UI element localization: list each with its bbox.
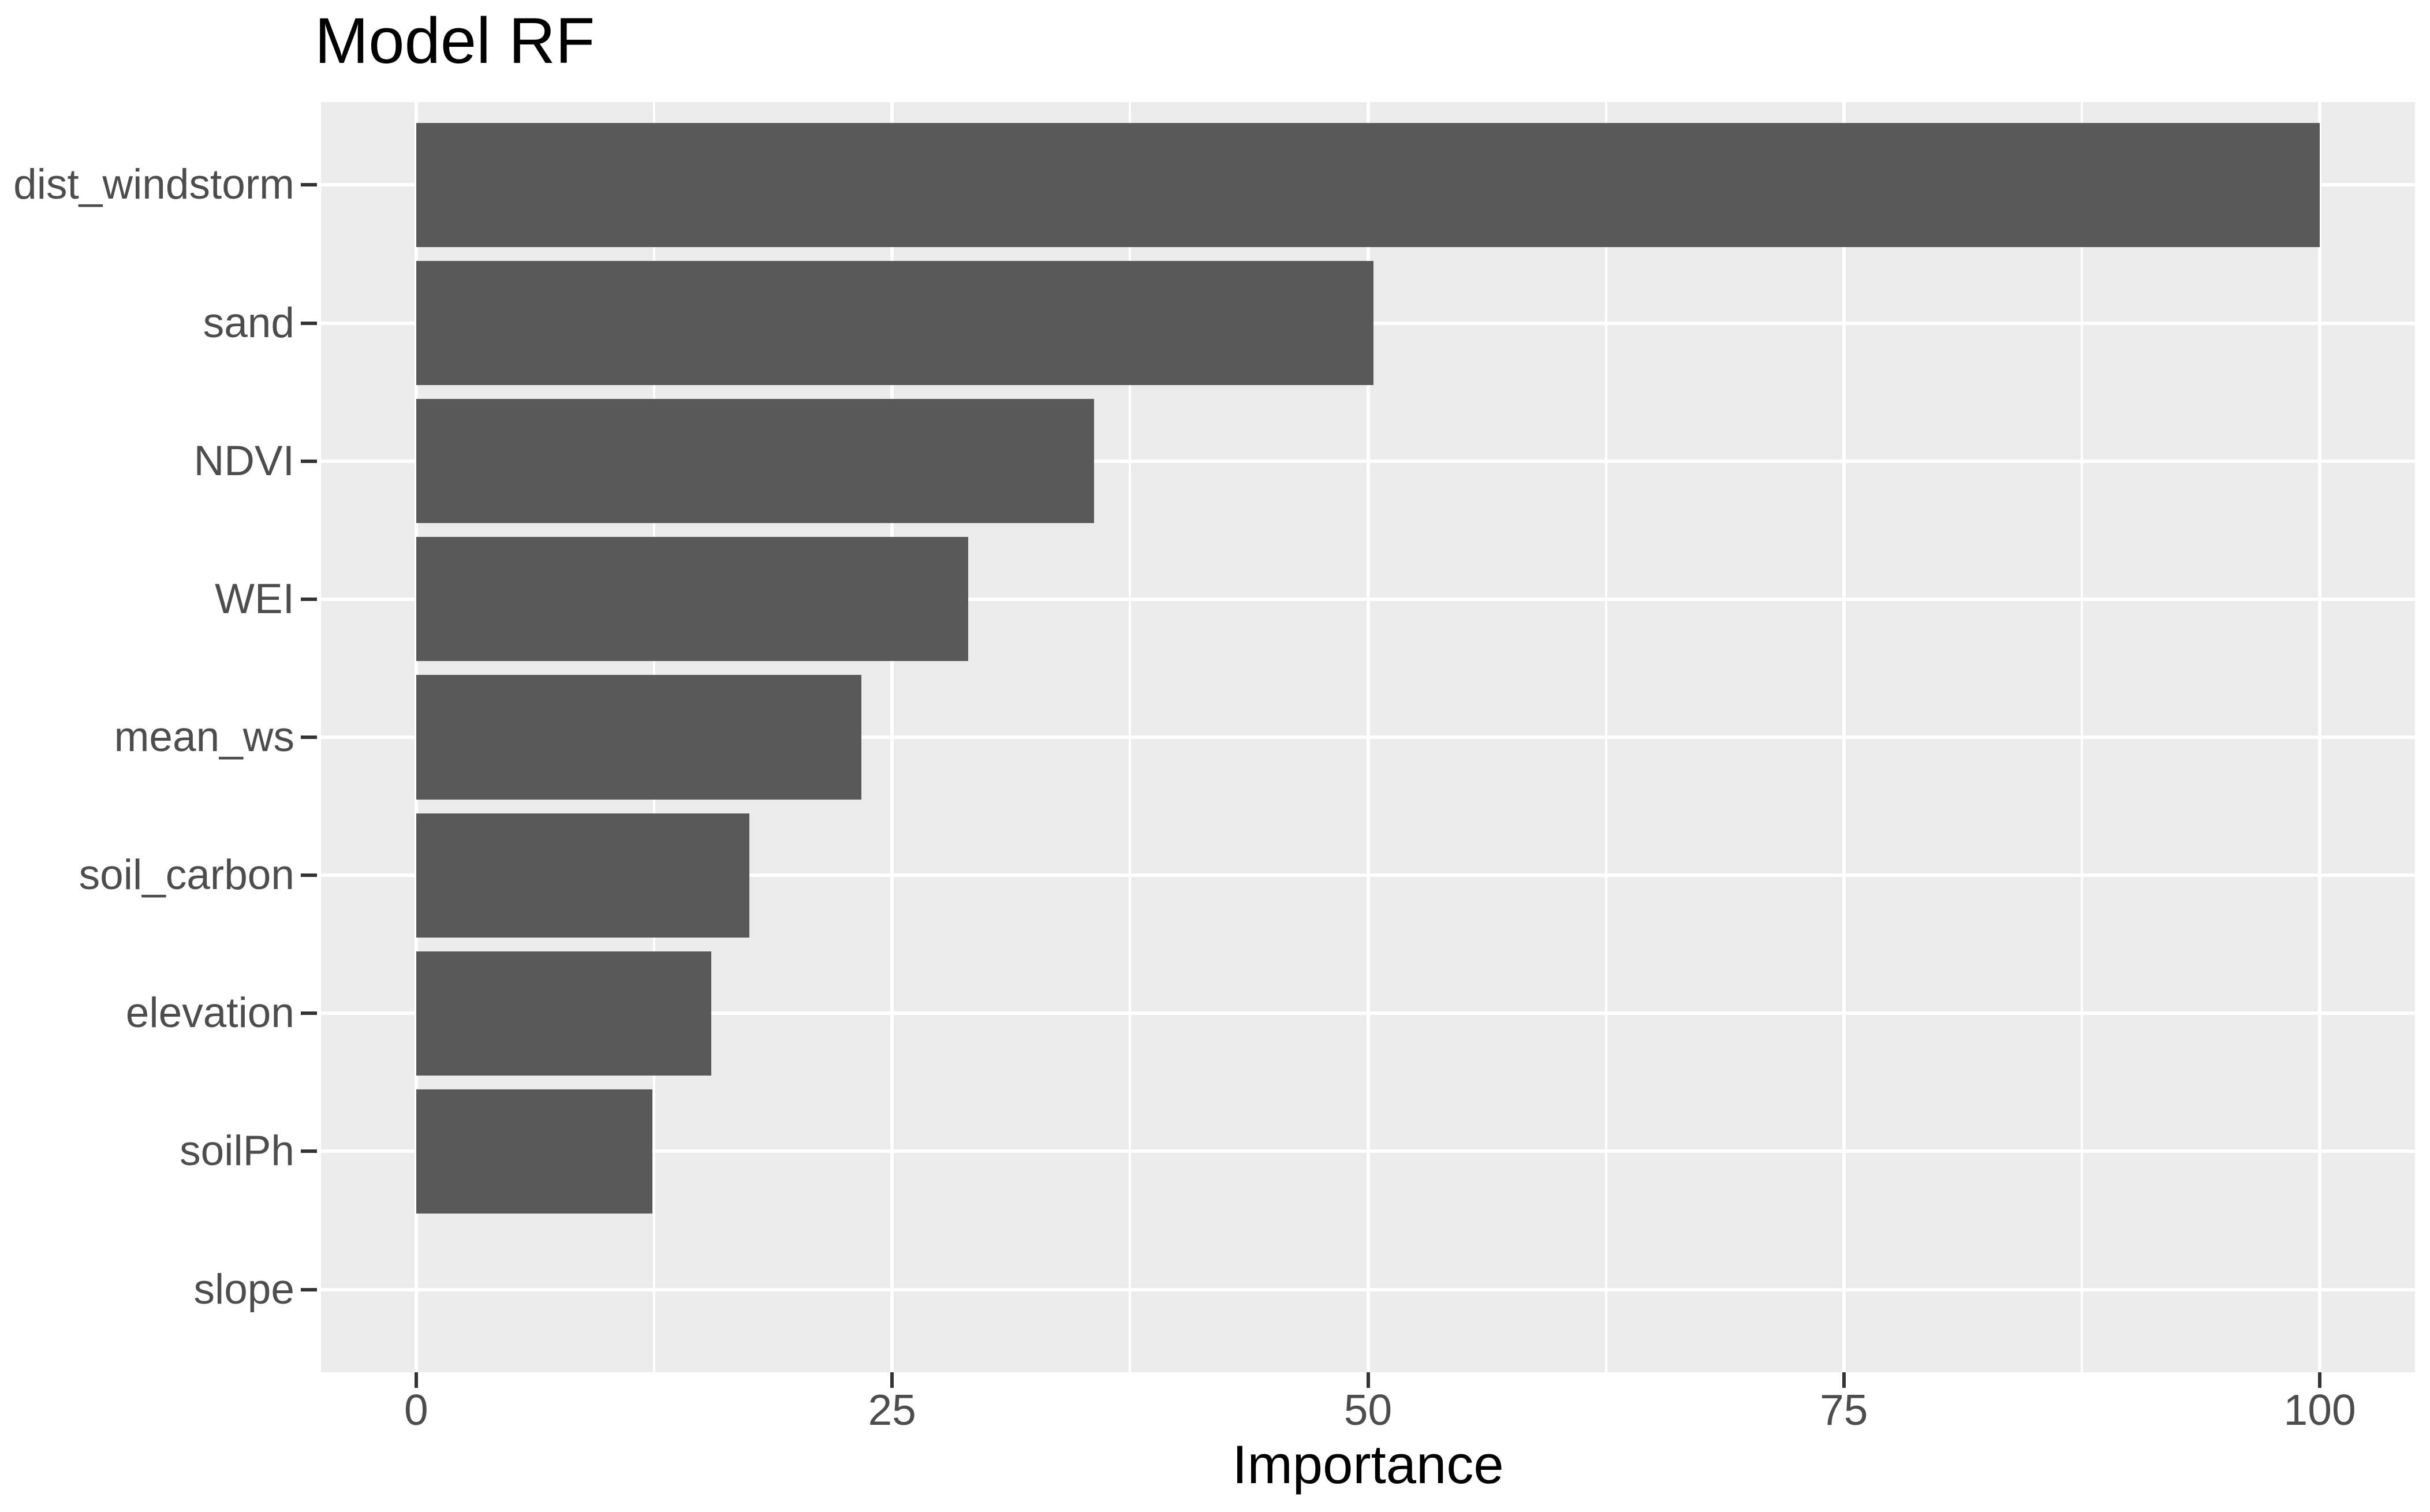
bar-dist_windstorm	[416, 122, 2320, 248]
x-axis-tick-75	[1842, 1372, 1846, 1388]
gridline-major-y-elevation	[321, 1011, 2415, 1016]
bar-NDVI	[416, 399, 1094, 524]
y-axis-tick-soil_carbon	[301, 873, 317, 878]
y-axis-tick-sand	[301, 321, 317, 325]
y-axis-label-elevation: elevation	[125, 990, 294, 1037]
y-axis-label-soil_carbon: soil_carbon	[79, 852, 294, 899]
y-axis-tick-dist_windstorm	[301, 183, 317, 187]
bar-soilPh	[416, 1089, 652, 1214]
x-axis-title: Importance	[1232, 1434, 1504, 1495]
x-axis-tick-label-100: 100	[2283, 1386, 2356, 1434]
bar-soil_carbon	[416, 813, 749, 938]
bar-mean_ws	[416, 675, 862, 800]
y-axis-label-sand: sand	[203, 299, 294, 346]
y-axis-tick-WEI	[301, 597, 317, 601]
gridline-major-y-slope	[321, 1287, 2415, 1291]
x-axis-tick-100	[2318, 1372, 2322, 1388]
x-axis-tick-25	[890, 1372, 894, 1388]
y-axis-tick-NDVI	[301, 459, 317, 463]
gridline-major-y-WEI	[321, 597, 2415, 601]
y-axis-tick-elevation	[301, 1011, 317, 1016]
x-axis-tick-label-75: 75	[1820, 1386, 1868, 1434]
x-axis-tick-label-0: 0	[404, 1386, 428, 1434]
gridline-major-y-soilPh	[321, 1149, 2415, 1153]
gridline-major-y-mean_ws	[321, 736, 2415, 739]
bar-sand	[416, 261, 1374, 386]
x-axis-tick-0	[414, 1372, 418, 1388]
y-axis-label-soilPh: soilPh	[180, 1128, 294, 1175]
gridline-major-y-NDVI	[321, 459, 2415, 463]
y-axis-label-NDVI: NDVI	[193, 437, 294, 484]
gridline-major-y-soil_carbon	[321, 873, 2415, 878]
bar-WEI	[416, 537, 969, 662]
x-axis-tick-50	[1366, 1372, 1370, 1388]
x-axis-tick-label-50: 50	[1343, 1386, 1393, 1434]
x-axis-tick-label-25: 25	[868, 1386, 916, 1434]
bar-elevation	[416, 951, 711, 1076]
y-axis-label-dist_windstorm: dist_windstorm	[13, 161, 294, 208]
plot-panel	[321, 102, 2415, 1372]
y-axis-tick-slope	[301, 1287, 317, 1291]
y-axis-tick-mean_ws	[301, 736, 317, 739]
y-axis-label-WEI: WEI	[215, 575, 294, 622]
y-axis-tick-soilPh	[301, 1149, 317, 1153]
plot-title: Model RF	[315, 5, 595, 77]
y-axis-label-mean_ws: mean_ws	[114, 714, 294, 760]
y-axis-label-slope: slope	[193, 1265, 294, 1313]
